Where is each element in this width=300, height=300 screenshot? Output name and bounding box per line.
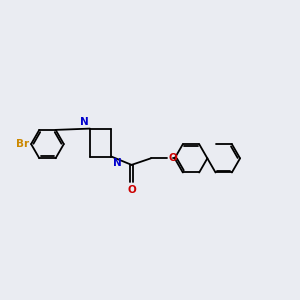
Text: O: O xyxy=(127,185,136,195)
Text: N: N xyxy=(112,158,121,168)
Text: Br: Br xyxy=(16,139,29,149)
Text: O: O xyxy=(168,153,177,163)
Text: N: N xyxy=(80,117,89,128)
